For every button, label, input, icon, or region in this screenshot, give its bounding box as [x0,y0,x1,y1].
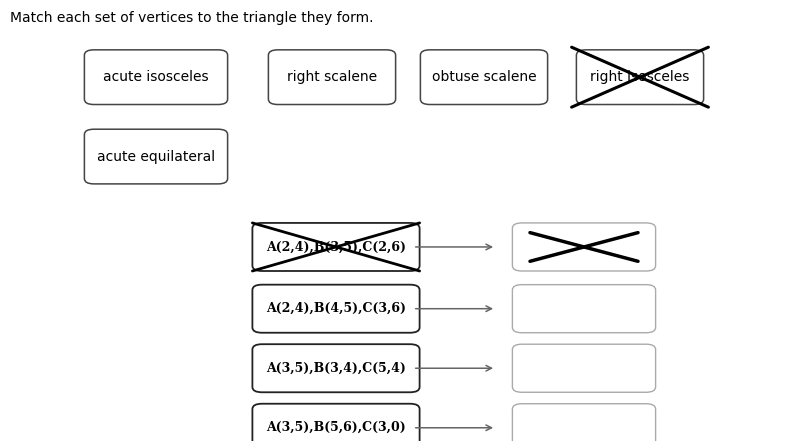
Text: A(3,5),B(5,6),C(3,0): A(3,5),B(5,6),C(3,0) [266,421,406,434]
FancyBboxPatch shape [268,50,395,105]
Text: right scalene: right scalene [287,70,377,84]
FancyBboxPatch shape [253,404,419,441]
FancyBboxPatch shape [253,223,419,271]
FancyBboxPatch shape [85,129,227,184]
Text: acute equilateral: acute equilateral [97,149,215,164]
FancyBboxPatch shape [253,285,419,333]
Text: Match each set of vertices to the triangle they form.: Match each set of vertices to the triang… [10,11,373,25]
Text: A(2,4),B(4,5),C(3,6): A(2,4),B(4,5),C(3,6) [266,302,406,315]
Text: A(3,5),B(3,4),C(5,4): A(3,5),B(3,4),C(5,4) [266,362,406,375]
FancyBboxPatch shape [421,50,547,105]
Text: obtuse scalene: obtuse scalene [432,70,536,84]
Text: right isosceles: right isosceles [590,70,690,84]
FancyBboxPatch shape [576,50,704,105]
FancyBboxPatch shape [253,344,419,392]
FancyBboxPatch shape [512,223,655,271]
Text: acute isosceles: acute isosceles [103,70,209,84]
FancyBboxPatch shape [85,50,227,105]
FancyBboxPatch shape [512,285,655,333]
FancyBboxPatch shape [512,404,655,441]
Text: A(2,4),B(3,5),C(2,6): A(2,4),B(3,5),C(2,6) [266,240,406,254]
FancyBboxPatch shape [512,344,655,392]
